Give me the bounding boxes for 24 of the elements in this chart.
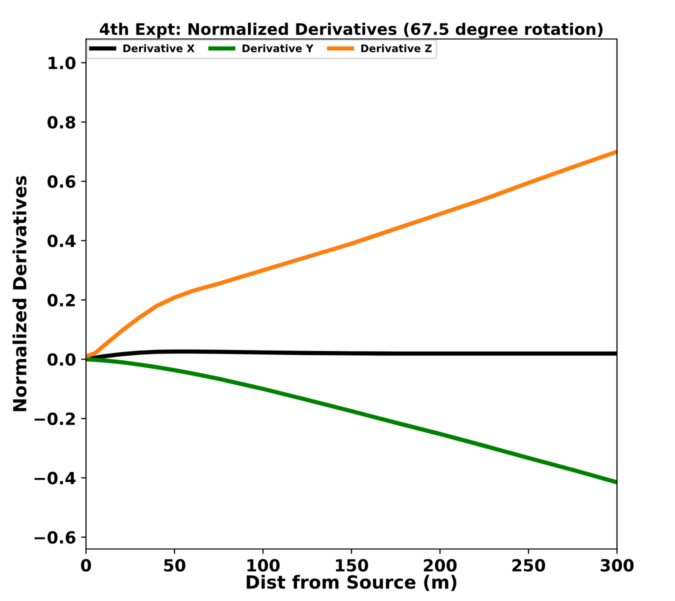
- y-tick-label: −0.2: [34, 412, 75, 426]
- x-tick-label: 100: [247, 559, 280, 572]
- x-tick-label: 200: [424, 559, 457, 572]
- x-tick-label: 50: [164, 559, 186, 572]
- y-tick-label: −0.6: [34, 531, 76, 544]
- legend-label: Derivative X: [123, 44, 195, 52]
- x-axis-title: Dist from Source (m): [246, 574, 456, 591]
- y-tick-label: 1.0: [48, 56, 76, 70]
- x-tick-label: 250: [512, 559, 546, 572]
- y-tick-label: 0.6: [48, 175, 76, 188]
- legend-label: Derivative Z: [361, 44, 432, 52]
- y-tick-label: 0.8: [48, 116, 76, 129]
- y-axis-title: Normalized Derivatives: [12, 176, 27, 412]
- y-tick-label: 0.0: [48, 353, 76, 366]
- chart-title: 4th Expt: Normalized Derivatives (67.5 degree rotation): [100, 22, 603, 38]
- y-tick-label: 0.4: [48, 234, 76, 248]
- line-series: [86, 150, 617, 358]
- y-tick-label: −0.4: [34, 472, 76, 484]
- x-tick-label: 0: [81, 559, 91, 572]
- line-series: [86, 357, 617, 484]
- legend-label: Derivative Y: [242, 44, 314, 52]
- x-tick-label: 300: [600, 559, 634, 572]
- x-tick-label: 150: [336, 559, 368, 572]
- y-tick-label: 0.2: [48, 294, 75, 306]
